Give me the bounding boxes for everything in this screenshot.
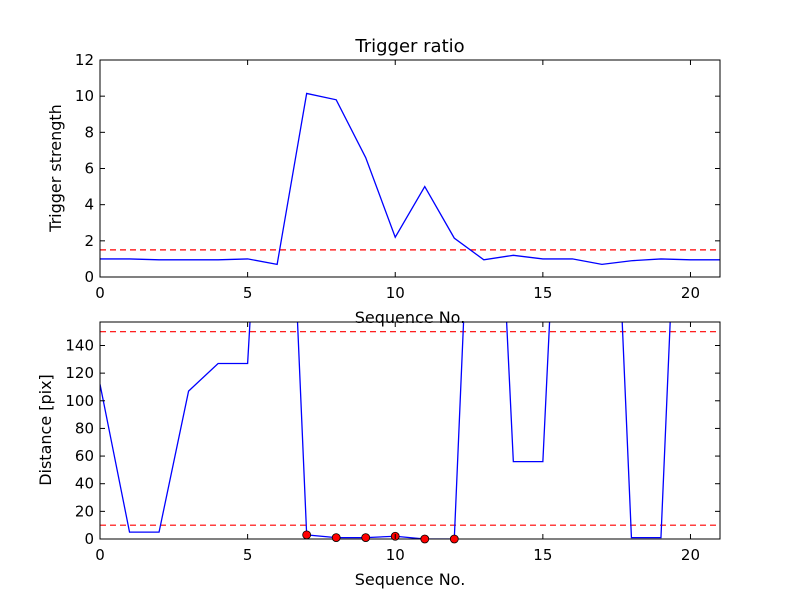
y-tick-label: 6 — [84, 160, 94, 178]
x-tick-label: 15 — [533, 546, 552, 564]
y-tick-label: 12 — [75, 51, 94, 69]
x-tick-label: 15 — [533, 284, 552, 302]
plot-frame — [99, 59, 721, 278]
x-tick-label: 20 — [681, 284, 700, 302]
data-marker — [449, 534, 459, 544]
x-tick-label: 0 — [95, 546, 105, 564]
x-tick-label: 5 — [243, 546, 253, 564]
y-tick-label: 20 — [75, 502, 94, 520]
y-tick-label: 100 — [65, 392, 94, 410]
trigger-ratio-plot: 0 5 10 15 20 0 2 4 6 8 10 12 Sequence No. Trigger … — [46, 51, 721, 327]
y-tick-label: 80 — [75, 419, 94, 437]
y-tick-label: 140 — [65, 336, 94, 354]
plot-frame — [99, 321, 721, 540]
data-marker — [302, 530, 312, 540]
x-tick-label: 5 — [243, 284, 253, 302]
y-tick-label: 0 — [84, 268, 94, 286]
chart-title: Trigger ratio — [354, 36, 464, 57]
y-tick-label: 0 — [84, 530, 94, 548]
y-tick-label: 120 — [65, 364, 94, 382]
data-marker — [331, 533, 341, 543]
x-axis-label: Sequence No. — [355, 570, 466, 589]
y-tick-label: 60 — [75, 447, 94, 465]
y-tick-label: 2 — [84, 232, 94, 250]
data-marker — [361, 533, 371, 543]
series-line — [100, 322, 671, 539]
y-tick-label: 40 — [75, 475, 94, 493]
y-tick-label: 8 — [84, 123, 94, 141]
series-line — [100, 92, 720, 266]
data-marker — [420, 534, 430, 544]
y-axis-label: Trigger strength — [46, 104, 65, 233]
y-tick-label: 4 — [84, 196, 94, 214]
x-tick-label: 10 — [386, 284, 405, 302]
x-tick-label: 20 — [681, 546, 700, 564]
x-axis-label: Sequence No. — [355, 308, 466, 327]
y-axis-label: Distance [pix] — [36, 374, 55, 486]
y-tick-label: 10 — [75, 87, 94, 105]
x-tick-label: 0 — [95, 284, 105, 302]
x-tick-label: 10 — [386, 546, 405, 564]
distance-plot: 0 5 10 15 20 0 20 40 60 80 100 120 140 Sequence No.… — [36, 321, 721, 589]
